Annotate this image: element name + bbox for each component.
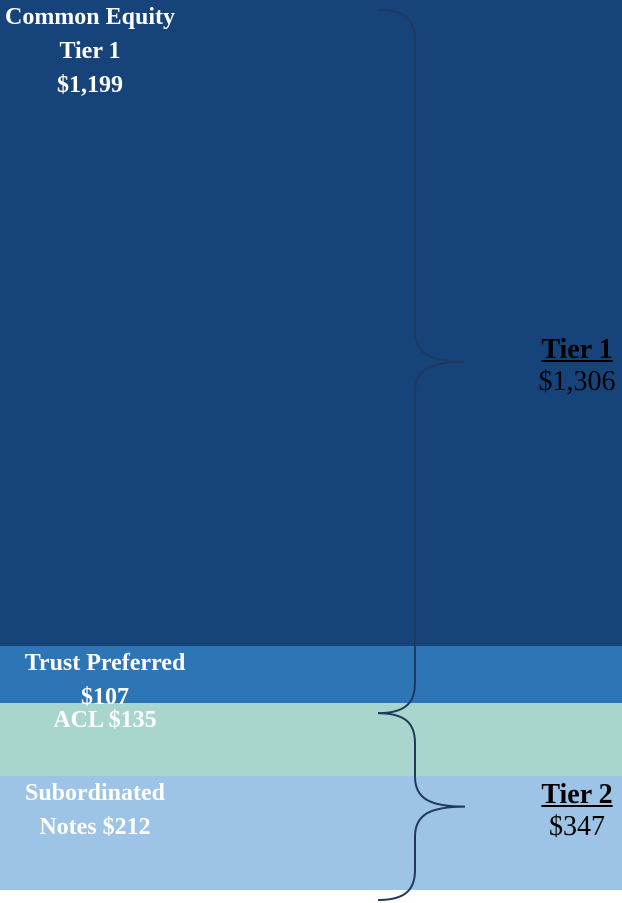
group-value: $347 xyxy=(549,810,605,842)
group-label: Tier 1 $1,306 xyxy=(512,334,622,398)
segment-label: Trust Preferred $107 xyxy=(0,646,210,714)
group-name: Tier 1 xyxy=(541,333,613,365)
group-value: $1,306 xyxy=(538,365,616,397)
segment-label: ACL $135 xyxy=(0,703,210,737)
value-label: $107 xyxy=(81,683,129,710)
segment-label: Subordinated Notes $212 xyxy=(0,776,190,844)
value-label: $135 xyxy=(108,707,157,734)
brace xyxy=(377,712,466,901)
bar-segment: ACL $135 xyxy=(0,703,622,776)
value-label: $1,199 xyxy=(57,72,123,98)
category-label: Trust Preferred xyxy=(24,649,186,676)
bar-segment: Subordinated Notes $212 xyxy=(0,775,622,890)
category-label: Subordinated Notes xyxy=(24,779,166,840)
value-label: $212 xyxy=(102,813,151,840)
bar-segment: Trust Preferred $107 xyxy=(0,645,622,710)
group-label: Tier 2 $347 xyxy=(512,779,622,843)
brace xyxy=(377,9,466,715)
group-name: Tier 2 xyxy=(541,778,613,810)
category-label: Common Equity Tier 1 xyxy=(4,4,176,64)
category-label: ACL xyxy=(53,707,103,734)
bar-segment: Common Equity Tier 1 $1,199 xyxy=(0,0,622,646)
segment-label: Common Equity Tier 1 $1,199 xyxy=(0,0,180,102)
